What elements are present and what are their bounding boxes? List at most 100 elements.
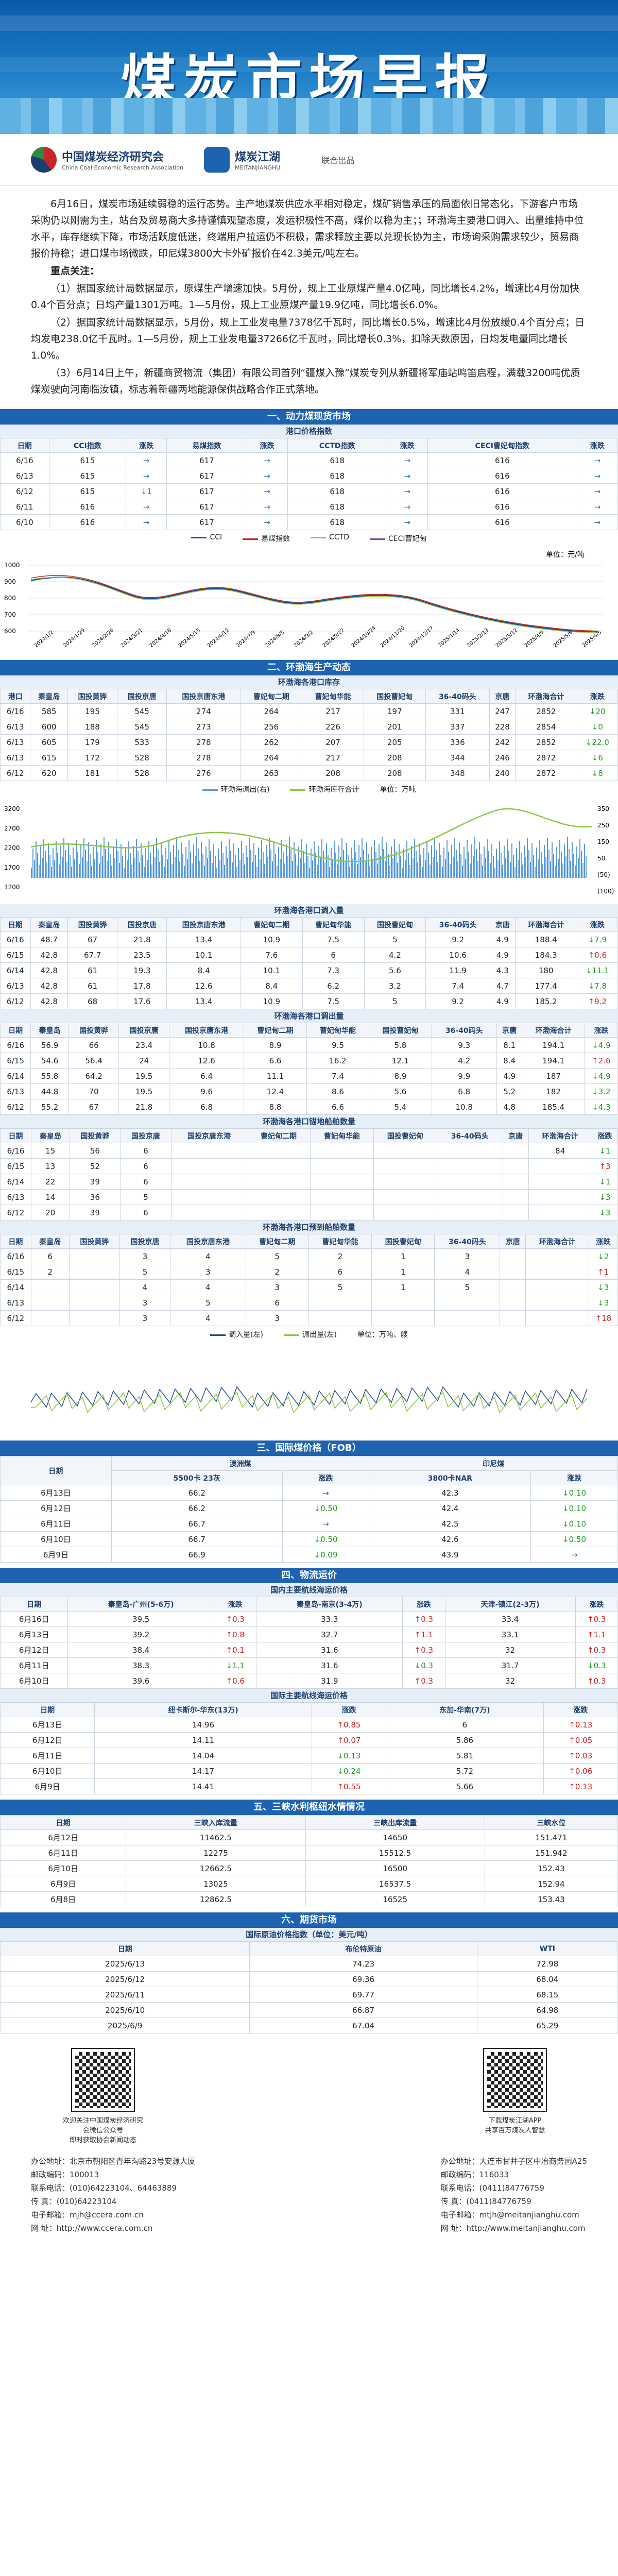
outflow-bar [321, 839, 322, 878]
table-cell: 6/15 [0, 1158, 32, 1174]
table-cell: 4.9 [496, 1068, 523, 1084]
outflow-bar [328, 855, 329, 878]
table-cell: 12.1 [369, 1053, 432, 1069]
table-cell: 6/13 [0, 719, 31, 735]
column-header: CCI指数 [48, 438, 127, 453]
column-header: 国投黄骅 [68, 1023, 119, 1038]
table-cell: 6 [245, 1295, 309, 1311]
table-cell: → [246, 468, 288, 484]
table-cell: 42.8 [30, 993, 68, 1009]
table-row: 6月13日 39.2 ↑0.8 32.7 ↑1.1 33.1 ↑1.1 [0, 1626, 618, 1642]
table-cell: 7.5 [302, 993, 365, 1009]
outflow-bar [93, 847, 94, 878]
outflow-bar [158, 850, 159, 878]
table-cell: 68 [67, 993, 118, 1009]
outflow-bar [207, 858, 208, 878]
domestic-freight-table: 日期 秦皇岛-广州(5-6万) 涨跌 秦皇岛-南京(3-4万) 涨跌 天津-镇江(2-3万… [0, 1597, 618, 1689]
table-cell: 6月10日 [0, 1673, 68, 1689]
table-cell: 66.87 [249, 2002, 477, 2018]
outflow-bar [575, 866, 576, 878]
column-header: 涨跌 [543, 1702, 618, 1717]
table-cell: 194.1 [522, 1037, 585, 1053]
table-cell: 16537.5 [305, 1876, 485, 1892]
table-cell: 67.04 [249, 2018, 477, 2033]
table-cell [436, 1143, 503, 1159]
column-header: 京唐 [500, 1234, 526, 1249]
table-cell: 6/14 [0, 1174, 32, 1190]
column-header: 曹妃甸二期 [244, 1023, 307, 1038]
outflow-bar [394, 839, 395, 878]
chart-legend: 环渤海调出(右) 环渤海库存合计 单位：万吨 [0, 781, 618, 798]
outflow-bar [380, 856, 381, 878]
table-cell: 42.5 [369, 1516, 531, 1532]
column-header: 36-40码头 [431, 1023, 497, 1038]
outflow-bar [473, 856, 474, 878]
table-cell: 172 [67, 750, 118, 766]
mtjh-qr[interactable]: 下载煤炭江湖APP 共享百万煤炭人智慧 [474, 2048, 556, 2144]
table-cell: 9.2 [425, 993, 490, 1009]
section-title: 六、期货市场 [0, 1912, 618, 1928]
mtjh-emblem-icon [203, 146, 230, 173]
outflow-bar [76, 840, 77, 878]
table-cell: 264 [240, 703, 303, 719]
outflow-bar [269, 838, 270, 878]
outflow-bar [548, 850, 550, 878]
table-cell: 6月11日 [0, 1657, 68, 1673]
inflow-title: 环渤海各港口调入量 [0, 904, 618, 917]
table-cell: 331 [425, 703, 490, 719]
outflow-bar [218, 849, 219, 878]
outflow-bar [550, 861, 551, 878]
outflow-bar [65, 850, 66, 878]
column-header: 涨跌 [575, 1597, 618, 1612]
table-cell: 228 [489, 719, 516, 735]
outflow-bar [362, 838, 363, 878]
x-tick-label: 2024/8/5 [264, 630, 285, 649]
table-row: 6月10日 12662.5 16500 152.43 [0, 1860, 618, 1876]
intro-text: 6月16日，煤炭市场延续弱稳的运行态势。主产地煤炭供应水平相对稳定，煤矿销售承压… [0, 185, 618, 404]
outflow-bar [354, 840, 355, 878]
table-cell: → [246, 499, 288, 515]
table-cell: ↑0.06 [543, 1763, 618, 1779]
outflow-bar [389, 866, 390, 878]
table-cell: 67.7 [67, 947, 118, 963]
table-cell: 185.2 [514, 993, 577, 1009]
port-stock-table: 港口 秦皇岛 国投黄骅 国投京唐 国投京唐东港 曹妃甸二期 曹妃甸华能 国投曹妃甸 36-40码… [0, 689, 618, 781]
outflow-bar [192, 863, 193, 878]
table-cell: 6月11日 [0, 1516, 112, 1532]
outflow-bar [256, 867, 258, 878]
outflow-bar [249, 838, 250, 878]
table-cell [500, 1264, 526, 1280]
table-cell: ↑0.05 [543, 1732, 618, 1748]
table-cell: 66.9 [111, 1547, 283, 1563]
table-cell: 6 [30, 1248, 70, 1264]
outflow-bar [145, 848, 146, 878]
table-row: 2025/6/9 67.04 65.29 [0, 2018, 618, 2033]
ccera-qr[interactable]: 欢迎关注中国煤炭经济研究会微信公众号 即时获取协会新闻动态 [62, 2048, 144, 2144]
table-cell: 33.4 [444, 1611, 576, 1627]
table-row: 6/12 3 4 3 ↑18 [0, 1310, 618, 1326]
table-cell: 336 [425, 734, 490, 750]
column-header: 易煤指数 [166, 438, 247, 453]
outflow-bar [176, 838, 177, 878]
outflow-bar [94, 859, 95, 878]
table-cell: 8.4 [496, 1053, 523, 1069]
outflow-bar [272, 861, 273, 878]
table-cell: 10.8 [431, 1099, 497, 1115]
table-cell [436, 1189, 503, 1205]
outflow-bar [315, 853, 316, 878]
table-cell [436, 1158, 503, 1174]
outflow-bar [266, 845, 267, 878]
outflow-bar [298, 846, 299, 878]
table-cell: ↑0.13 [543, 1717, 618, 1733]
outflow-bar [450, 864, 451, 878]
table-cell: 8.9 [244, 1037, 307, 1053]
table-cell: 256 [240, 719, 303, 735]
table-cell: 533 [117, 734, 167, 750]
outflow-bar [501, 853, 502, 878]
column-header: 涨跌 [576, 438, 618, 453]
table-cell: 14.41 [94, 1778, 312, 1794]
inflow-line [30, 1386, 588, 1408]
outflow-bar [528, 850, 529, 878]
table-cell: 6月12日 [0, 1642, 68, 1658]
table-cell: 8.6 [306, 1083, 370, 1099]
